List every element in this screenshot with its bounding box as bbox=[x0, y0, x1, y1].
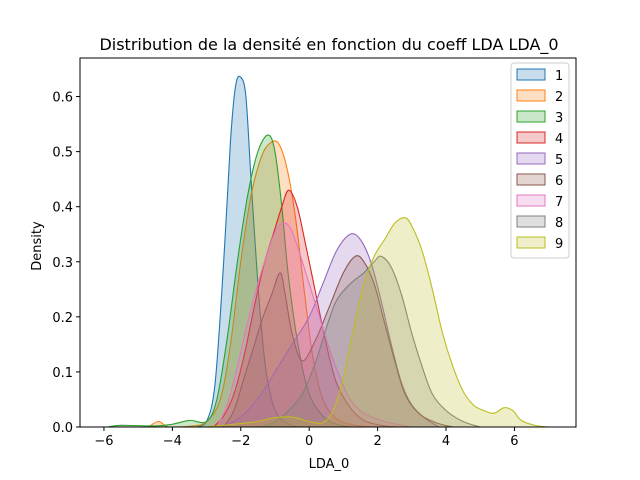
density-area-9 bbox=[206, 217, 549, 427]
legend-swatch bbox=[516, 89, 546, 102]
density-line-2 bbox=[148, 140, 371, 428]
plot-area bbox=[107, 75, 549, 428]
density-line-7 bbox=[216, 222, 412, 428]
legend-swatch bbox=[516, 152, 546, 165]
density-line-5 bbox=[220, 233, 440, 428]
legend-item-7: 7 bbox=[516, 194, 563, 210]
density-line-8 bbox=[261, 255, 481, 428]
x-tick-label: 6 bbox=[510, 434, 518, 449]
legend-label: 2 bbox=[555, 90, 563, 105]
density-area-4 bbox=[213, 190, 399, 427]
legend-swatch bbox=[516, 68, 546, 81]
x-tick-label: −4 bbox=[163, 434, 182, 449]
x-tick-label: 4 bbox=[442, 434, 450, 449]
legend-swatch bbox=[516, 131, 546, 144]
axes-frame bbox=[79, 57, 577, 428]
legend-swatch bbox=[516, 173, 546, 186]
legend-label: 1 bbox=[555, 69, 563, 84]
y-tick-label: 0.2 bbox=[52, 311, 73, 326]
x-tick-label: 0 bbox=[305, 434, 313, 449]
x-axis-label: LDA_0 bbox=[309, 457, 350, 472]
legend-item-4: 4 bbox=[516, 131, 563, 147]
legend-frame bbox=[510, 62, 570, 259]
x-tick-label: −6 bbox=[94, 434, 113, 449]
density-line-1 bbox=[196, 75, 300, 428]
legend-label: 4 bbox=[555, 132, 563, 147]
legend-item-3: 3 bbox=[516, 110, 563, 126]
chart-title: Distribution de la densité en fonction d… bbox=[99, 35, 558, 55]
density-line-6 bbox=[223, 255, 453, 428]
density-area-8 bbox=[261, 256, 481, 427]
density-area-6 bbox=[223, 255, 453, 427]
legend-item-8: 8 bbox=[516, 215, 563, 231]
legend-item-2: 2 bbox=[516, 89, 563, 105]
legend-swatch bbox=[516, 236, 546, 249]
density-area-3 bbox=[107, 135, 354, 427]
legend-item-5: 5 bbox=[516, 152, 563, 168]
legend-label: 5 bbox=[555, 153, 563, 168]
legend-item-6: 6 bbox=[516, 173, 563, 189]
legend-swatch bbox=[516, 215, 546, 228]
legend-label: 9 bbox=[555, 237, 563, 252]
density-line-9 bbox=[206, 217, 549, 428]
x-tick-label: −2 bbox=[231, 434, 250, 449]
density-area-5 bbox=[220, 233, 440, 427]
x-tick-label: 2 bbox=[373, 434, 381, 449]
y-tick-label: 0.6 bbox=[52, 91, 73, 106]
y-tick-label: 0.5 bbox=[52, 146, 73, 161]
legend: 1 2 3 4 5 6 7 8 9 bbox=[510, 62, 570, 259]
y-tick-label: 0.1 bbox=[52, 366, 73, 381]
density-area-7 bbox=[216, 223, 412, 427]
y-tick-label: 0.4 bbox=[52, 201, 73, 216]
legend-swatch bbox=[516, 194, 546, 207]
y-tick-label: 0.0 bbox=[52, 421, 73, 436]
legend-label: 8 bbox=[555, 216, 563, 231]
legend-item-1: 1 bbox=[516, 68, 563, 84]
density-area-1 bbox=[196, 76, 299, 427]
legend-swatch bbox=[516, 110, 546, 123]
legend-label: 7 bbox=[555, 195, 563, 210]
y-axis-label: Density bbox=[30, 221, 45, 271]
density-line-4 bbox=[213, 189, 399, 428]
legend-label: 3 bbox=[555, 111, 563, 126]
legend-label: 6 bbox=[555, 174, 563, 189]
axes: −6 −4 −2 0 2 4 6 0.0 0.1 0.2 0.3 0.4 0.5 0.6 bbox=[52, 57, 577, 449]
density-line-3 bbox=[107, 134, 354, 428]
legend-item-9: 9 bbox=[516, 236, 563, 252]
y-tick-label: 0.3 bbox=[52, 256, 73, 271]
